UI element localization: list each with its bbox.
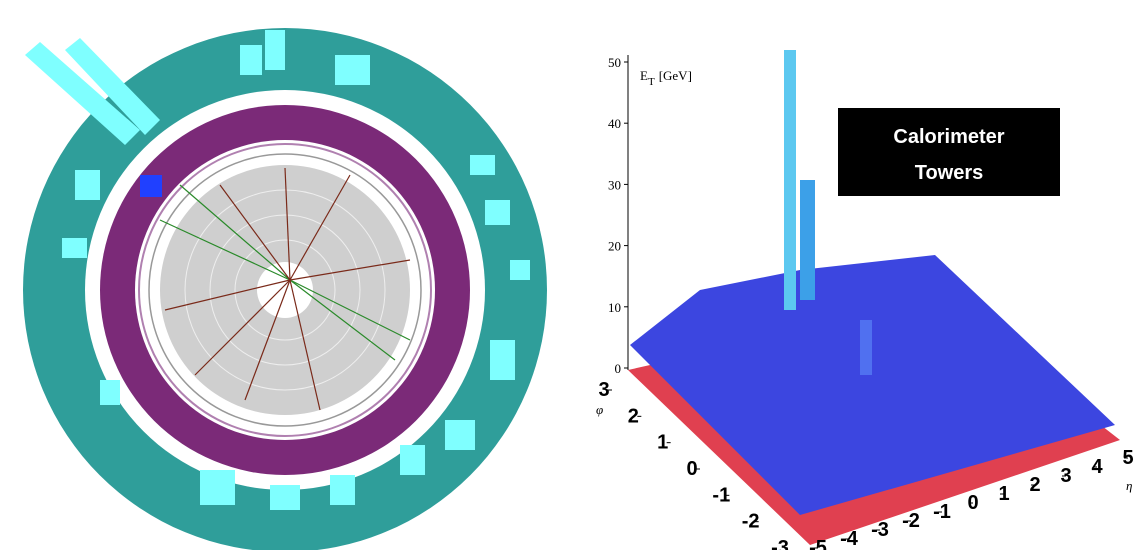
tick-label: 1 bbox=[657, 432, 668, 454]
tick-label: 2 bbox=[628, 405, 639, 427]
event-display bbox=[23, 28, 547, 550]
tick-label: -5 bbox=[809, 537, 827, 550]
tick-label: 4 bbox=[1091, 456, 1103, 478]
annotation: Calorimeter bbox=[893, 126, 1004, 148]
phi-axis-label: φ bbox=[596, 402, 603, 417]
tick-label: 40 bbox=[608, 116, 621, 131]
tick-label: -1 bbox=[712, 484, 730, 506]
tick-label: 1 bbox=[998, 483, 1009, 505]
z-subscript: T bbox=[648, 76, 655, 88]
tick-label: 0 bbox=[686, 458, 697, 480]
tick-label: 20 bbox=[608, 239, 621, 254]
tick-label: 3 bbox=[598, 379, 609, 401]
z-unit: [GeV] bbox=[659, 68, 692, 83]
tick-label: 30 bbox=[608, 177, 621, 192]
z-label: E bbox=[640, 68, 648, 83]
tick-label: 5 bbox=[1122, 447, 1133, 469]
tick-label: -2 bbox=[902, 510, 920, 532]
tick-label: 0 bbox=[967, 492, 978, 514]
tick-label: -4 bbox=[840, 528, 859, 550]
lego-plot bbox=[627, 50, 1120, 545]
tick-label: 10 bbox=[608, 300, 621, 315]
tick-label: 0 bbox=[615, 361, 622, 376]
tick-label: 3 bbox=[1060, 465, 1071, 487]
tick-label: -1 bbox=[933, 501, 951, 523]
z-axis-label: ET [GeV] bbox=[640, 68, 692, 88]
tick-label: -2 bbox=[742, 511, 760, 533]
tick-label: -3 bbox=[771, 537, 789, 550]
annotation: Towers bbox=[915, 162, 984, 184]
tick-label: 2 bbox=[1029, 474, 1040, 496]
tick-label: 50 bbox=[608, 55, 621, 70]
tick-label: -3 bbox=[871, 519, 889, 541]
eta-axis-label: η bbox=[1126, 478, 1132, 493]
